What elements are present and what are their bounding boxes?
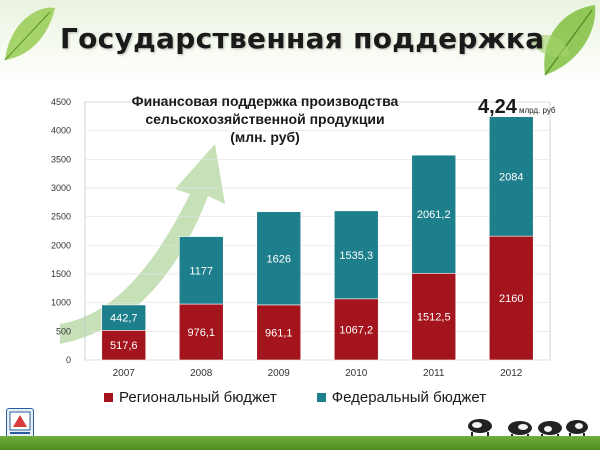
leaf-icon	[4, 7, 55, 61]
leaf-icon	[530, 5, 596, 76]
chart-title-line: сельскохозяйственной продукции	[145, 111, 385, 127]
data-label: 1626	[267, 253, 291, 265]
total-value: 4,24	[478, 96, 517, 118]
slide-title: Государственная поддержка	[60, 22, 545, 55]
bar-regional	[488, 235, 534, 361]
data-label: 961,1	[265, 327, 293, 339]
bar-federal	[488, 116, 534, 237]
x-tick-label: 2012	[500, 368, 523, 379]
data-label: 976,1	[187, 327, 215, 339]
legend-item-federal: Федеральный бюджет	[316, 388, 487, 406]
y-tick-label: 2000	[51, 240, 71, 250]
x-tick-label: 2007	[113, 368, 136, 379]
bar-regional	[333, 298, 379, 361]
legend-label: Региональный бюджет	[119, 388, 277, 406]
bar-regional	[256, 304, 302, 361]
y-tick-label: 0	[66, 355, 71, 365]
total-annotation: 4,24 млрд. руб	[478, 96, 556, 119]
legend-swatch	[104, 392, 113, 402]
legend-label: Федеральный бюджет	[331, 388, 487, 406]
chart-legend: Региональный бюджет Федеральный бюджет	[104, 387, 564, 407]
data-label: 1177	[189, 265, 213, 277]
x-tick-label: 2011	[423, 368, 445, 379]
chart-title-line: Финансовая поддержка производства	[131, 93, 399, 109]
header-background	[0, 0, 600, 84]
data-label: 2061,2	[417, 209, 451, 221]
y-tick-label: 4000	[51, 126, 71, 136]
data-label: 442,7	[110, 313, 138, 325]
bar-regional	[101, 330, 147, 361]
chart-title: Финансовая поддержка производства сельск…	[120, 92, 410, 146]
y-tick-label: 3500	[51, 154, 71, 164]
chart-title-line: (млн. руб)	[230, 129, 300, 145]
bar-regional	[411, 272, 457, 361]
data-label: 2160	[499, 293, 523, 305]
growth-arrow-icon	[60, 144, 225, 344]
footer-bar	[0, 436, 600, 450]
data-label: 1067,2	[339, 324, 373, 336]
y-tick-label: 1500	[51, 269, 71, 279]
data-label: 1512,5	[417, 312, 451, 324]
stacked-bar-chart: 517,6 442,7 976,1 1177 961,1 1626 1067,2 1535,3…	[51, 97, 551, 379]
data-label: 517,6	[110, 340, 138, 352]
y-tick-label: 500	[56, 326, 71, 336]
x-tick-label: 2010	[345, 368, 368, 379]
x-tick-label: 2009	[268, 368, 291, 379]
legend-item-regional: Региональный бюджет	[104, 389, 277, 406]
y-tick-label: 1000	[51, 298, 71, 308]
bar-federal	[256, 211, 302, 306]
x-tick-label: 2008	[190, 368, 213, 379]
bar-regional	[178, 303, 224, 361]
bar-federal	[411, 154, 457, 274]
bar-federal	[178, 236, 224, 305]
y-tick-label: 3000	[51, 183, 71, 193]
legend-swatch	[316, 392, 326, 402]
data-label: 2084	[499, 171, 523, 183]
y-tick-label: 4500	[51, 97, 71, 107]
y-tick-label: 2500	[51, 212, 71, 222]
data-label: 1535,3	[339, 250, 373, 262]
bar-federal	[333, 210, 379, 300]
bar-federal	[101, 304, 147, 331]
total-unit: млрд. руб	[518, 106, 556, 115]
